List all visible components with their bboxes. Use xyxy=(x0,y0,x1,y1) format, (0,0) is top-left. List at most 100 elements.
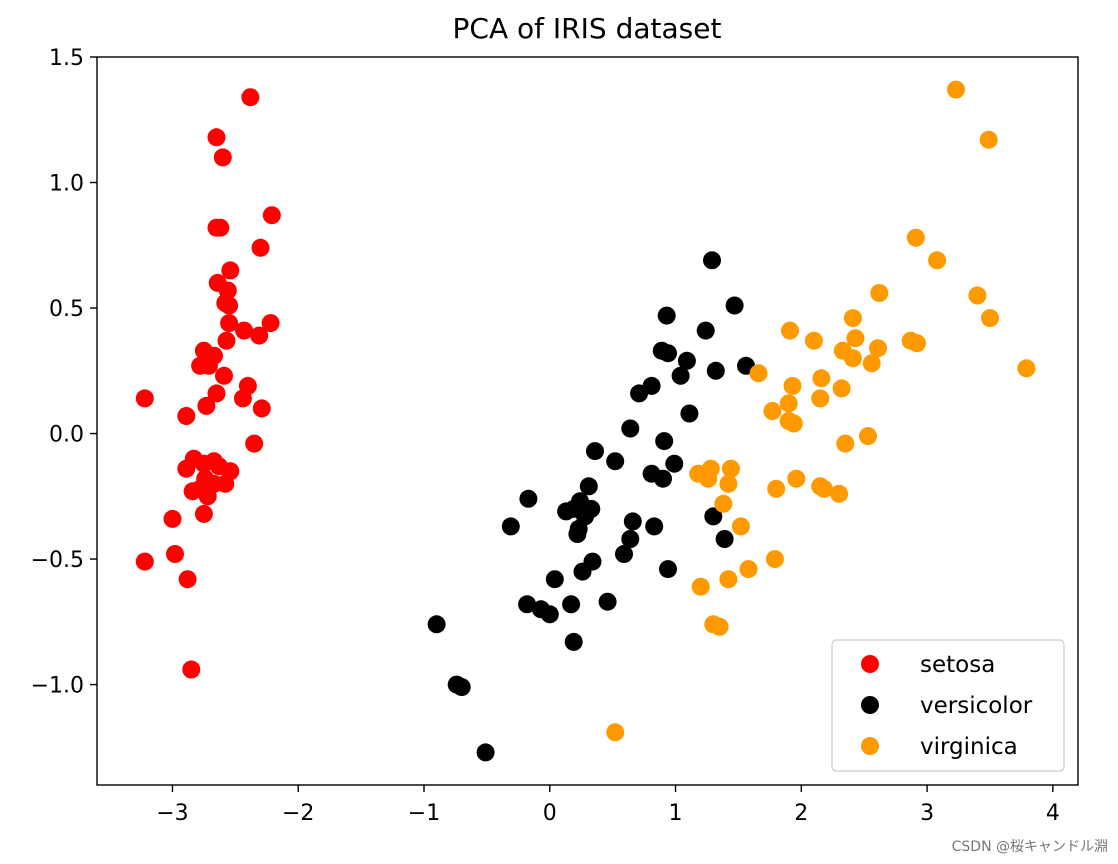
point-virginica xyxy=(781,321,799,340)
point-versicolor xyxy=(540,605,559,624)
point-versicolor xyxy=(568,525,587,543)
point-virginica xyxy=(739,560,758,579)
y-tick-label: 0.5 xyxy=(49,297,84,322)
point-setosa xyxy=(135,552,154,571)
point-versicolor xyxy=(665,454,684,473)
point-virginica xyxy=(749,364,768,383)
point-virginica xyxy=(814,479,833,498)
point-virginica xyxy=(836,434,855,453)
point-virginica xyxy=(691,577,710,596)
point-versicolor xyxy=(715,530,734,548)
plot-frame xyxy=(96,56,1079,786)
point-setosa xyxy=(250,326,269,345)
point-versicolor xyxy=(519,489,538,508)
point-versicolor xyxy=(677,351,696,370)
legend-marker-versicolor xyxy=(861,696,879,714)
point-virginica xyxy=(843,349,862,368)
point-virginica xyxy=(862,354,881,373)
point-setosa xyxy=(245,434,264,453)
point-setosa xyxy=(221,261,240,280)
point-virginica xyxy=(731,517,750,536)
point-versicolor xyxy=(706,361,725,380)
point-setosa xyxy=(216,474,235,493)
point-setosa xyxy=(166,545,184,563)
point-virginica xyxy=(710,617,729,636)
point-versicolor xyxy=(659,344,677,363)
point-versicolor xyxy=(725,296,744,315)
point-setosa xyxy=(178,570,197,589)
point-versicolor xyxy=(621,530,640,548)
point-versicolor xyxy=(645,517,664,536)
point-setosa xyxy=(233,389,252,408)
point-versicolor xyxy=(657,306,676,325)
point-virginica xyxy=(846,329,865,348)
point-versicolor xyxy=(586,442,604,461)
point-setosa xyxy=(177,459,196,478)
point-setosa xyxy=(197,396,216,415)
point-virginica xyxy=(981,309,999,328)
point-setosa xyxy=(215,366,233,385)
x-tick-label: 0 xyxy=(543,801,557,826)
point-virginica xyxy=(908,334,926,353)
x-tick-label: −2 xyxy=(282,801,314,826)
point-versicolor xyxy=(573,562,592,581)
point-setosa xyxy=(211,218,230,237)
point-versicolor xyxy=(615,545,633,563)
point-virginica xyxy=(979,130,998,149)
point-setosa xyxy=(217,331,236,350)
legend-box xyxy=(831,639,1065,772)
y-tick-label: −1.0 xyxy=(31,674,84,699)
point-virginica xyxy=(869,339,887,358)
point-versicolor xyxy=(623,512,642,531)
point-versicolor xyxy=(680,404,699,423)
point-versicolor xyxy=(655,432,674,451)
point-setosa xyxy=(235,321,254,340)
point-virginica xyxy=(843,309,862,328)
point-versicolor xyxy=(564,632,583,651)
watermark: CSDN @桜キャンドル淵 xyxy=(951,839,1108,855)
point-setosa xyxy=(177,407,196,425)
point-setosa xyxy=(251,238,270,257)
point-virginica xyxy=(767,479,786,498)
point-versicolor xyxy=(545,570,564,589)
y-tick-label: 1.5 xyxy=(49,46,84,71)
point-virginica xyxy=(812,369,831,388)
x-tick-label: 1 xyxy=(669,801,683,826)
point-setosa xyxy=(163,509,182,528)
point-versicolor xyxy=(562,595,581,614)
point-setosa xyxy=(194,504,213,523)
point-versicolor xyxy=(621,419,640,438)
point-virginica xyxy=(832,379,851,398)
point-virginica xyxy=(859,427,877,446)
point-versicolor xyxy=(557,502,576,521)
point-virginica xyxy=(606,723,625,742)
point-setosa xyxy=(252,399,271,418)
point-versicolor xyxy=(704,507,723,526)
point-setosa xyxy=(198,487,217,506)
point-setosa xyxy=(220,296,239,315)
point-setosa xyxy=(262,206,281,225)
point-versicolor xyxy=(606,452,625,471)
point-setosa xyxy=(199,356,218,375)
x-tick-label: 3 xyxy=(920,801,934,826)
point-virginica xyxy=(763,402,782,420)
point-versicolor xyxy=(501,517,520,536)
point-versicolor xyxy=(659,560,677,579)
point-virginica xyxy=(906,228,925,247)
chart-title: PCA of IRIS dataset xyxy=(453,12,722,45)
point-virginica xyxy=(719,570,738,589)
point-versicolor xyxy=(452,678,471,697)
point-versicolor xyxy=(476,743,495,762)
point-virginica xyxy=(1017,359,1036,378)
point-setosa xyxy=(135,389,154,408)
point-virginica xyxy=(784,414,803,433)
point-setosa xyxy=(207,384,226,403)
x-tick-label: 4 xyxy=(1046,801,1060,826)
x-tick-label: 2 xyxy=(794,801,808,826)
series-virginica xyxy=(606,80,1036,742)
point-virginica xyxy=(714,494,733,513)
point-versicolor xyxy=(696,321,715,340)
point-versicolor xyxy=(654,469,672,488)
point-virginica xyxy=(947,80,965,99)
